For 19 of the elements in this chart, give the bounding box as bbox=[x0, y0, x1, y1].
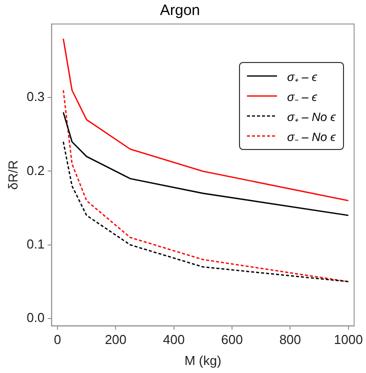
y-tick-label: 0.1 bbox=[26, 236, 45, 252]
y-tick-label: 0.2 bbox=[26, 162, 45, 178]
x-tick-label: 400 bbox=[162, 332, 185, 348]
x-tick-label: 600 bbox=[221, 332, 243, 348]
legend-label: σ₋ – ϵ bbox=[287, 88, 318, 104]
y-tick-label: 0.3 bbox=[26, 89, 45, 104]
legend-label: σ₊ – No ϵ bbox=[287, 108, 336, 124]
y-tick-label: 0.0 bbox=[26, 310, 45, 326]
legend-label: σ₊ – ϵ bbox=[287, 68, 318, 84]
x-tick-label: 200 bbox=[104, 332, 127, 348]
x-tick-label: 800 bbox=[279, 332, 302, 348]
x-axis-title: M (kg) bbox=[184, 352, 222, 368]
y-axis-title: δR/R bbox=[5, 160, 20, 190]
x-tick-label: 0 bbox=[54, 332, 62, 348]
chart-title: Argon bbox=[160, 2, 200, 20]
line-series bbox=[62, 141, 349, 282]
x-tick-label: 1000 bbox=[334, 332, 363, 348]
line-series bbox=[62, 90, 349, 282]
legend-label: σ₋ – No ϵ bbox=[287, 128, 336, 144]
